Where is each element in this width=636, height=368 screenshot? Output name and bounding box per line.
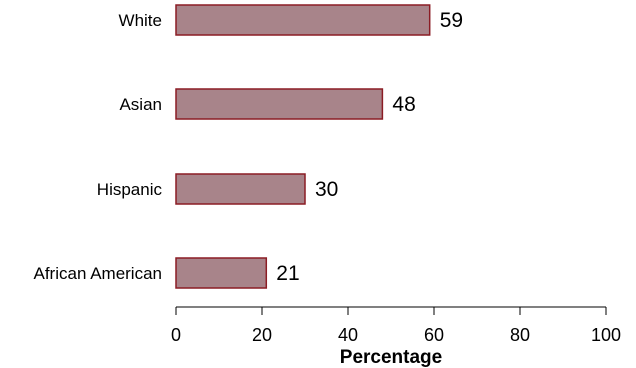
- category-label-asian: Asian: [119, 95, 162, 114]
- x-tick-label-0: 0: [171, 325, 181, 345]
- value-label-asian: 48: [392, 93, 415, 116]
- category-labels-group: White Asian Hispanic African American: [34, 11, 163, 283]
- bar-hispanic: [175, 173, 306, 205]
- x-tick-label-100: 100: [591, 325, 621, 345]
- category-label-hispanic: Hispanic: [97, 180, 163, 199]
- x-tick-label-60: 60: [424, 325, 444, 345]
- x-axis-title: Percentage: [340, 347, 442, 368]
- value-label-african-american: 21: [276, 262, 299, 285]
- value-label-white: 59: [440, 9, 463, 32]
- value-label-hispanic: 30: [315, 178, 338, 201]
- bar-asian: [175, 88, 384, 120]
- bars-group: [175, 4, 431, 289]
- category-label-white: White: [119, 11, 162, 30]
- x-axis-ticks-group: 0 20 40 60 80 100: [171, 307, 621, 345]
- x-tick-label-80: 80: [510, 325, 530, 345]
- category-label-african-american: African American: [34, 264, 163, 283]
- x-tick-label-40: 40: [338, 325, 358, 345]
- x-tick-label-20: 20: [252, 325, 272, 345]
- bar-white: [175, 4, 431, 36]
- bar-african-american: [175, 257, 268, 289]
- value-labels-group: 59 48 30 21: [276, 9, 463, 285]
